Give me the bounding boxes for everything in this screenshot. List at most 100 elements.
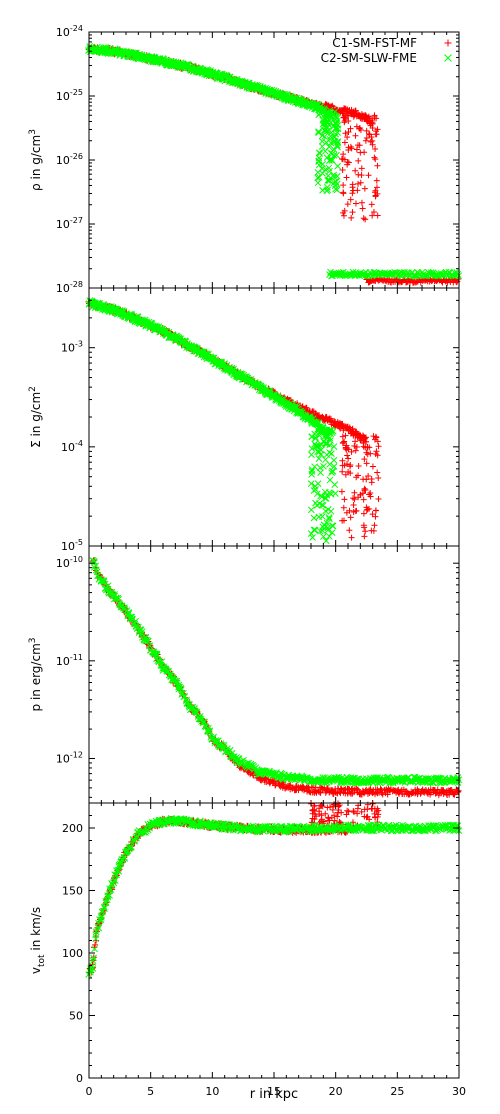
data-point — [345, 129, 352, 136]
data-point — [314, 179, 322, 187]
data-point — [360, 510, 367, 517]
series-c2-sm-slw-fme — [85, 814, 463, 978]
data-point — [362, 216, 369, 223]
data-point — [349, 190, 356, 197]
series-c2-sm-slw-fme — [85, 42, 463, 280]
data-point — [375, 475, 382, 482]
data-point — [343, 174, 350, 181]
y-tick-label: 10-27 — [56, 216, 83, 231]
data-point — [355, 180, 362, 187]
data-point — [344, 158, 351, 165]
y-tick-label: 10-25 — [56, 88, 83, 103]
data-point — [330, 456, 338, 464]
series-group — [89, 557, 463, 799]
data-point — [368, 201, 375, 208]
data-point — [347, 196, 354, 203]
data-point — [444, 279, 451, 286]
data-point — [315, 129, 322, 137]
y-axis-label: p in erg/cm3 — [28, 638, 43, 712]
data-point — [353, 507, 360, 514]
data-point — [362, 137, 369, 144]
data-point — [327, 507, 335, 515]
data-point — [350, 187, 357, 194]
data-point — [403, 279, 410, 286]
panels: 10-24 10-25 10-26 10-27 10-28 ρ in g/cm3 10-31… — [28, 24, 463, 1085]
data-point — [339, 433, 346, 440]
series-c1-sm-fst-mf — [90, 557, 462, 799]
y-tick-label: 10-24 — [56, 24, 83, 39]
data-point — [325, 532, 333, 540]
data-point — [322, 810, 329, 817]
y-axis-label: Σ in g/cm2 — [28, 386, 43, 448]
data-point — [374, 212, 381, 219]
data-point — [349, 209, 356, 216]
data-point — [373, 184, 380, 191]
data-point — [371, 112, 378, 119]
data-point — [345, 455, 352, 462]
data-point — [346, 527, 353, 534]
data-point — [370, 208, 377, 215]
data-point — [369, 212, 376, 219]
data-point — [372, 507, 379, 514]
y-axis: 10-310-410-5 — [61, 299, 459, 553]
data-point — [342, 445, 349, 452]
data-point — [355, 157, 362, 164]
data-point — [349, 181, 356, 188]
data-point — [338, 488, 345, 495]
series-c1-sm-fst-mf — [85, 43, 462, 286]
data-point — [355, 463, 362, 470]
data-point — [453, 279, 460, 286]
data-point — [362, 528, 369, 535]
data-point — [374, 162, 381, 169]
data-point — [371, 522, 378, 529]
data-point — [369, 141, 376, 148]
data-point — [374, 469, 381, 476]
data-point — [357, 149, 364, 156]
y-tick-label: 10-26 — [56, 152, 83, 167]
data-point — [373, 177, 380, 184]
data-point — [308, 451, 315, 459]
data-point — [358, 199, 365, 206]
series-c1-sm-fst-mf — [85, 298, 382, 541]
data-point — [308, 471, 316, 478]
data-point — [356, 142, 363, 149]
data-point — [331, 481, 339, 489]
series-group — [85, 42, 463, 286]
data-point — [329, 806, 336, 813]
data-point — [350, 113, 357, 120]
data-point — [332, 490, 339, 497]
data-point — [340, 504, 347, 511]
data-point — [372, 189, 379, 196]
y-tick-label: 10-4 — [61, 439, 83, 454]
y-tick-label: 10-28 — [56, 280, 83, 295]
data-point — [350, 495, 357, 502]
data-point — [340, 182, 347, 189]
data-point — [358, 172, 365, 179]
series-c1-sm-fst-mf — [86, 800, 382, 976]
data-point — [347, 125, 354, 132]
data-point — [307, 506, 315, 514]
data-point — [361, 185, 368, 192]
data-point — [340, 190, 347, 197]
data-point — [368, 476, 375, 483]
data-point — [312, 499, 319, 507]
panel-surface-density: 10-310-410-5 Σ in g/cm2 — [28, 288, 460, 553]
data-point — [344, 807, 351, 814]
data-point — [363, 127, 370, 134]
y-axis-label: ρ in g/cm3 — [28, 129, 43, 191]
data-point — [322, 507, 329, 515]
data-point — [341, 207, 348, 214]
data-point — [362, 112, 369, 119]
data-point — [311, 526, 319, 534]
data-point — [310, 526, 318, 534]
series-c2-sm-slw-fme — [89, 557, 463, 787]
data-point — [363, 135, 370, 142]
data-point — [360, 496, 367, 503]
data-point — [361, 487, 368, 494]
data-point — [341, 496, 348, 503]
data-point — [345, 159, 352, 166]
data-point — [307, 480, 315, 487]
series-group — [85, 800, 463, 978]
